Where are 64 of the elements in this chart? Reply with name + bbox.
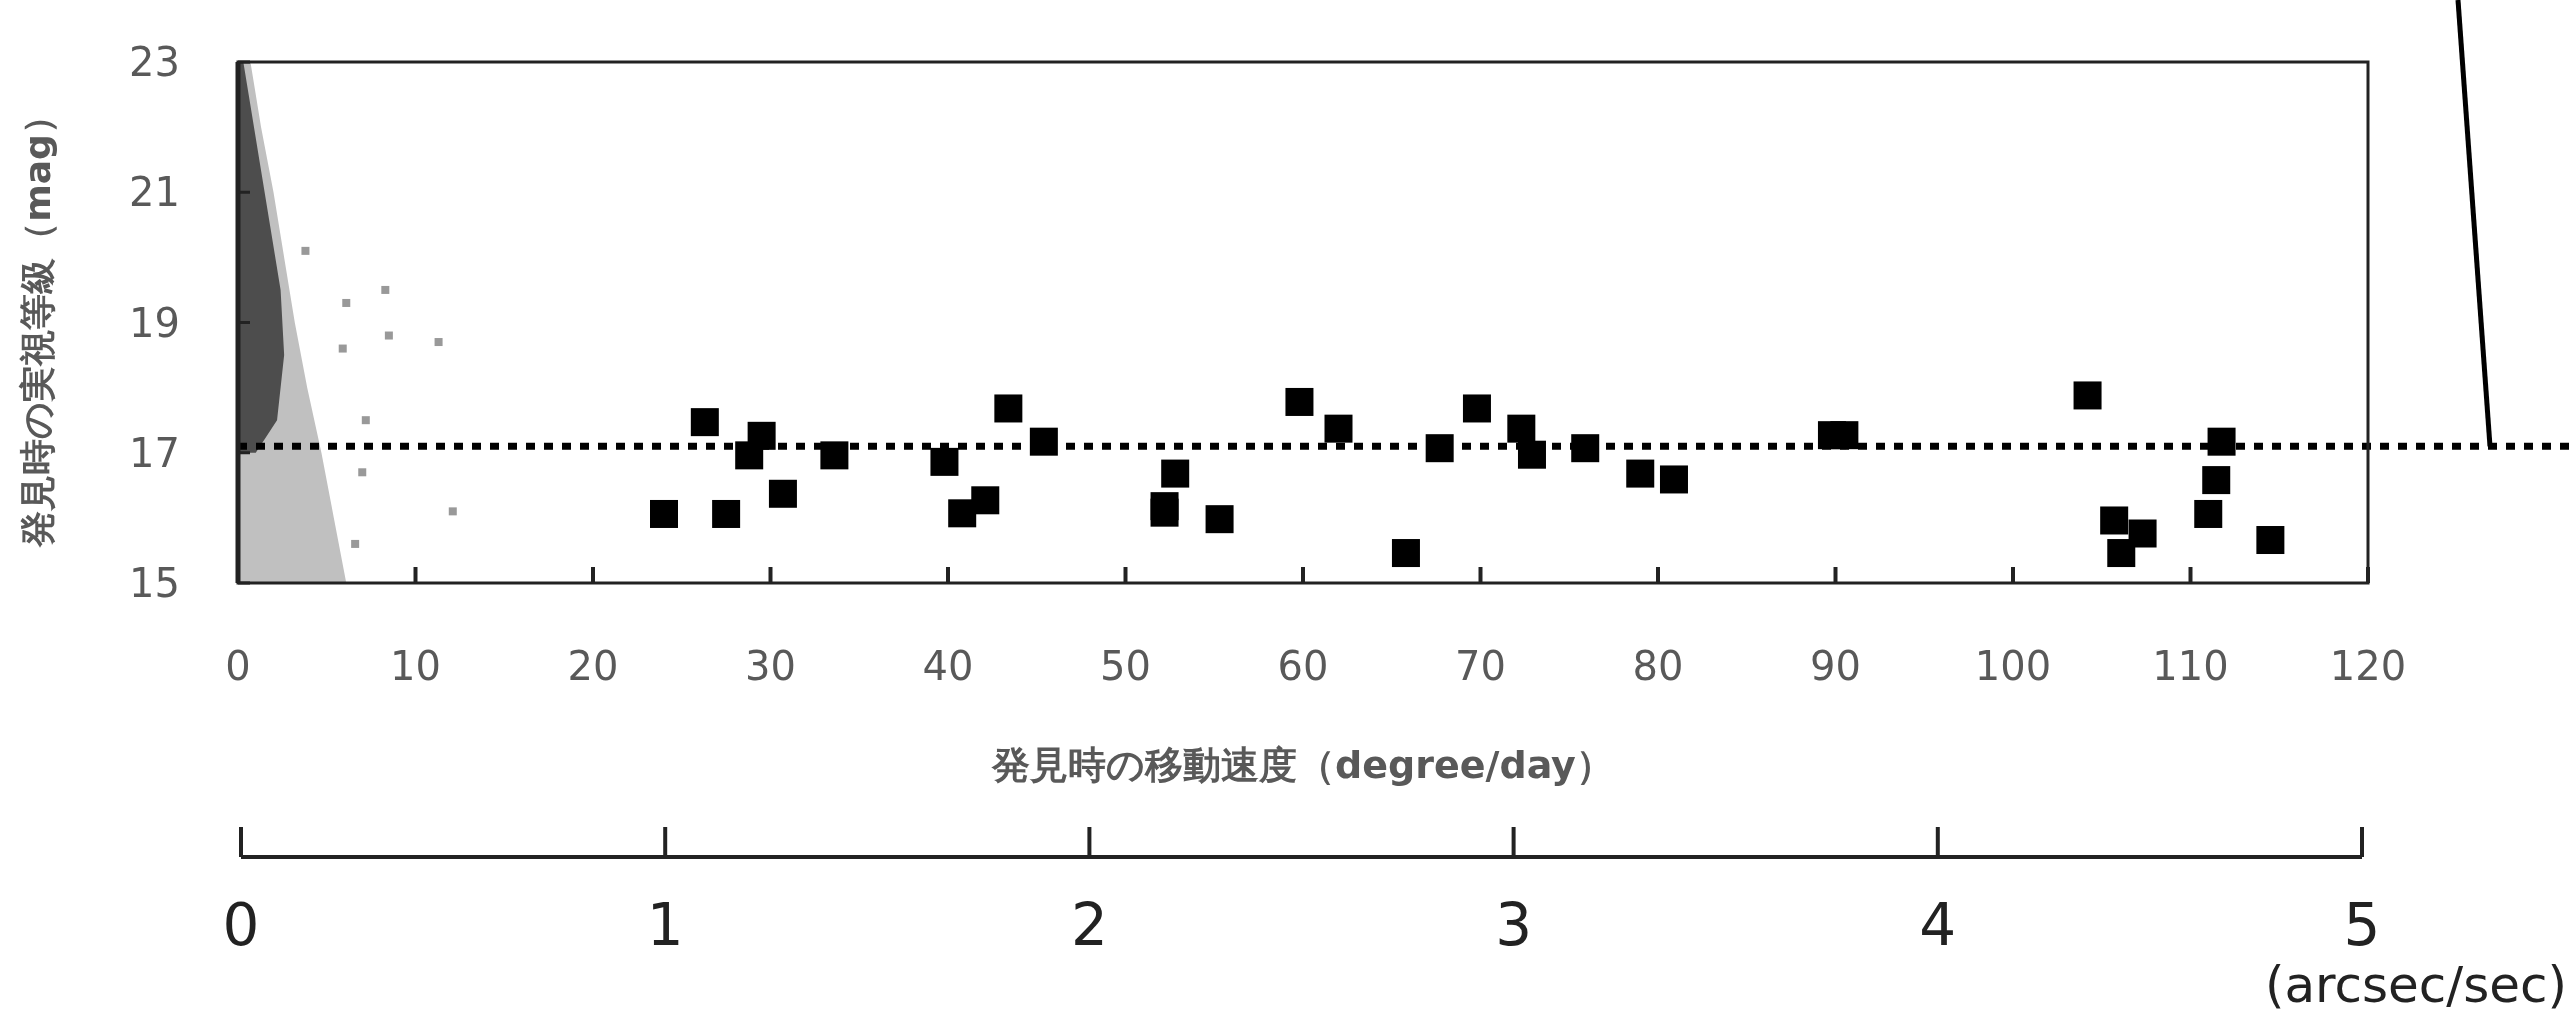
point bbox=[1391, 539, 1420, 568]
point bbox=[448, 507, 457, 516]
point bbox=[2207, 427, 2236, 456]
point bbox=[930, 447, 959, 476]
point bbox=[712, 499, 741, 528]
x-tick-label: 30 bbox=[745, 643, 796, 689]
point bbox=[342, 298, 351, 307]
x-tick-label: 50 bbox=[1100, 643, 1151, 689]
x2-tick-label: 3 bbox=[1495, 891, 1533, 959]
x-tick-label: 120 bbox=[2329, 643, 2407, 689]
point bbox=[1205, 505, 1234, 534]
point bbox=[381, 285, 390, 294]
y-tick-label: 19 bbox=[129, 299, 180, 346]
x2-tick-label: 0 bbox=[222, 891, 260, 959]
point bbox=[1626, 459, 1655, 488]
point bbox=[1161, 459, 1190, 488]
point bbox=[351, 539, 360, 548]
point bbox=[2256, 526, 2285, 555]
point bbox=[2202, 466, 2231, 495]
point bbox=[358, 468, 367, 477]
x2-tick-label: 5 bbox=[2343, 891, 2381, 959]
x-tick-label: 10 bbox=[390, 643, 441, 689]
x-tick-label: 110 bbox=[2152, 643, 2229, 689]
point bbox=[1285, 387, 1314, 416]
x-tick-label: 90 bbox=[1810, 643, 1861, 689]
x2-tick-label: 4 bbox=[1919, 891, 1957, 959]
point bbox=[301, 246, 310, 255]
y-tick-label: 15 bbox=[129, 560, 180, 606]
x-tick-label: 0 bbox=[225, 643, 251, 689]
x-tick-label: 100 bbox=[1974, 643, 2052, 689]
y-tick-label: 17 bbox=[129, 429, 180, 476]
x-tick-label: 20 bbox=[567, 643, 619, 689]
point bbox=[1659, 465, 1688, 494]
x-tick-label: 60 bbox=[1277, 643, 1329, 689]
point bbox=[768, 479, 797, 508]
x2-axis-title: (arcsec/sec) bbox=[2264, 956, 2567, 1012]
x-tick-label: 80 bbox=[1632, 643, 1684, 689]
y-tick-label: 21 bbox=[129, 169, 180, 216]
point bbox=[1462, 394, 1491, 423]
point bbox=[2194, 499, 2223, 528]
x-axis-title: 発見時の移動速度（degree/day） bbox=[991, 743, 1614, 787]
point bbox=[971, 486, 1000, 515]
y-axis-title: 発見時の実視等級（mag） bbox=[17, 98, 58, 548]
point bbox=[2100, 506, 2129, 535]
point bbox=[1830, 421, 1859, 450]
point bbox=[650, 499, 678, 528]
point bbox=[2107, 539, 2136, 568]
point bbox=[434, 338, 443, 347]
x-tick-label: 40 bbox=[922, 643, 974, 689]
x2-tick-label: 1 bbox=[646, 891, 684, 959]
point bbox=[1150, 498, 1179, 527]
point bbox=[1324, 414, 1353, 443]
point bbox=[2073, 381, 2102, 410]
point bbox=[1507, 414, 1536, 443]
y-tick-label: 23 bbox=[129, 39, 180, 85]
point bbox=[948, 499, 977, 528]
point bbox=[690, 408, 719, 437]
point bbox=[2128, 519, 2157, 548]
point bbox=[338, 344, 347, 353]
x2-tick-label: 2 bbox=[1070, 891, 1108, 959]
point bbox=[384, 331, 393, 340]
x-tick-label: 70 bbox=[1455, 643, 1506, 689]
point bbox=[994, 394, 1023, 423]
point bbox=[361, 416, 370, 425]
